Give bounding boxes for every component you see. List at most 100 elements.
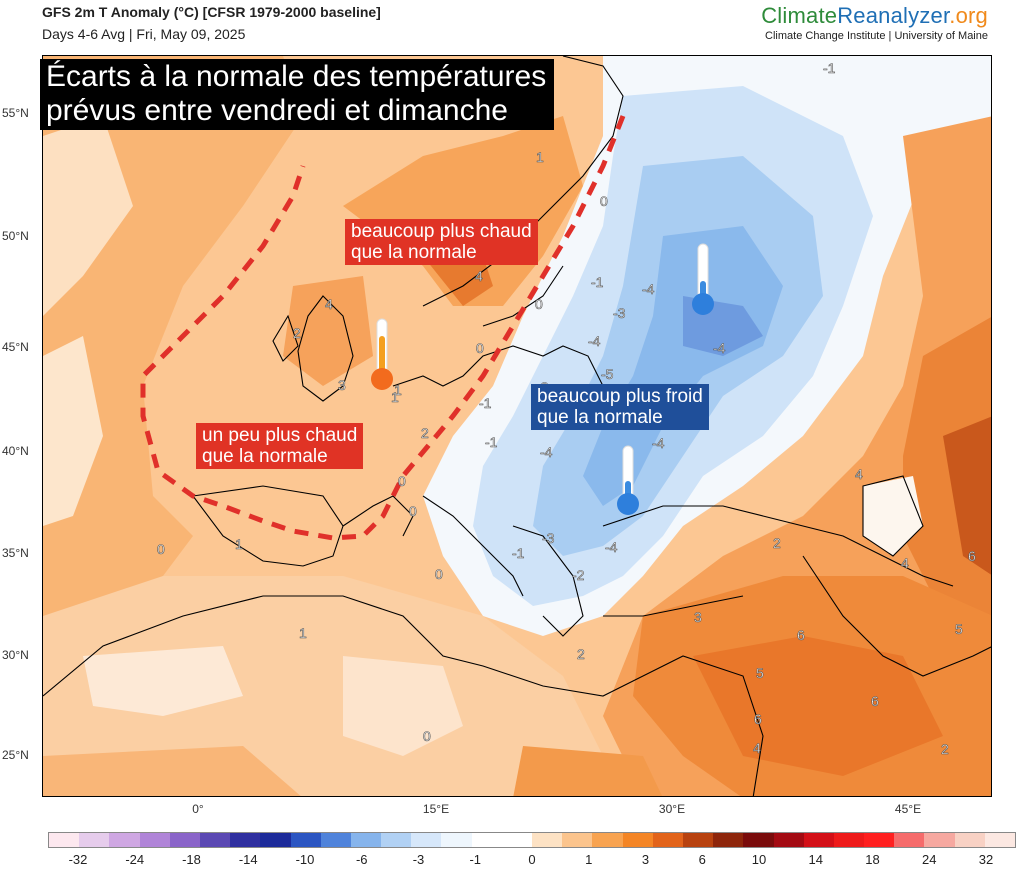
colorbar-tick-label: -14: [238, 852, 258, 867]
colorbar: [48, 832, 1016, 848]
lat-label: 55°N: [2, 106, 29, 120]
colorbar-swatch: [773, 833, 804, 847]
chart-title: GFS 2m T Anomaly (°C) [CFSR 1979-2000 ba…: [42, 4, 381, 20]
contour-label: -1: [479, 395, 492, 411]
colorbar-swatch: [381, 833, 412, 847]
contour-label: 1: [391, 389, 399, 405]
colorbar-tick-label: -18: [182, 852, 201, 867]
thermometer-warm-icon: [371, 318, 393, 390]
chart-subtitle: Days 4-6 Avg | Fri, May 09, 2025: [42, 26, 246, 42]
headline-line-1: Écarts à la normale des températures: [46, 60, 547, 93]
lon-label: 0°: [192, 802, 204, 816]
contour-labels: -110423410-4-3-4-4-5-1-3-1-4-410200-1-1-…: [157, 60, 977, 758]
contour-label: 0: [435, 566, 443, 582]
colorbar-swatch: [803, 833, 834, 847]
lat-label: 45°N: [2, 340, 29, 354]
colorbar-swatch: [350, 833, 382, 847]
colorbar-swatch: [109, 833, 140, 847]
anomaly-map-svg: -110423410-4-3-4-4-5-1-3-1-4-410200-1-1-…: [43, 56, 991, 796]
colorbar-tick-label: 1: [585, 852, 593, 867]
contour-label: -4: [713, 340, 726, 356]
colorbar-swatch: [894, 833, 925, 847]
contour-label: 0: [423, 728, 431, 744]
thermometer-cold-icon: [692, 243, 714, 315]
colorbar-swatch: [79, 833, 110, 847]
brand-logo: ClimateReanalyzer.org: [761, 3, 988, 28]
colorbar-swatch: [592, 833, 623, 847]
colorbar-swatch: [320, 833, 351, 847]
colorbar-swatch: [501, 833, 532, 847]
lon-label: 30°E: [658, 802, 686, 816]
contour-label: 0: [535, 296, 543, 312]
contour-label: 6: [754, 711, 762, 727]
contour-label: 0: [600, 193, 608, 209]
colorbar-swatch: [260, 833, 291, 847]
colorbar-swatch: [984, 833, 1015, 847]
colorbar-swatch: [230, 833, 261, 847]
thermometer-cold-icon: [617, 445, 639, 515]
contour-label: 2: [421, 425, 429, 441]
colorbar-tick-label: 6: [698, 852, 706, 867]
brand-institution: Climate Change Institute | University of…: [765, 30, 988, 42]
colorbar-swatch: [954, 833, 985, 847]
contour-label: 2: [293, 325, 301, 341]
colorbar-tick-label: -32: [68, 852, 88, 867]
colorbar-swatch: [622, 833, 653, 847]
lat-label: 35°N: [2, 546, 29, 560]
colorbar-tick-label: -1: [469, 852, 482, 867]
lon-label: 45°E: [894, 802, 922, 816]
contour-label: 1: [394, 382, 402, 398]
colorbar-swatch: [532, 833, 563, 847]
colorbar-swatch: [169, 833, 200, 847]
contour-label: 0: [409, 503, 417, 519]
label-much-warmer: beaucoup plus chaud que la normale: [345, 219, 538, 265]
contour-label: 0: [157, 541, 165, 557]
contour-label: -3: [542, 530, 555, 546]
colorbar-swatch: [713, 833, 744, 847]
colorbar-swatch: [290, 833, 321, 847]
contour-label: 3: [694, 609, 702, 625]
colorbar-tick-label: -24: [125, 852, 145, 867]
contour-label: 4: [475, 268, 483, 284]
colorbar-tick-label: -10: [295, 852, 315, 867]
colorbar-swatch: [441, 833, 472, 847]
contour-label: 4: [753, 740, 761, 756]
colorbar-tick-label: 0: [528, 852, 536, 867]
contour-label: 4: [901, 555, 909, 571]
contour-label: 4: [855, 466, 863, 482]
contour-label: 0: [398, 473, 406, 489]
colorbar-swatch: [199, 833, 231, 847]
contour-label: -2: [572, 567, 585, 583]
colorbar-swatch: [743, 833, 774, 847]
contour-label: 2: [941, 741, 949, 757]
contour-label: -4: [588, 333, 601, 349]
colorbar-swatch: [864, 833, 895, 847]
contour-label: 6: [968, 548, 976, 564]
contour-label: -1: [512, 545, 525, 561]
contour-label: 1: [235, 536, 243, 552]
colorbar-tick-label: -6: [355, 852, 368, 867]
contour-label: -4: [605, 539, 618, 555]
anomaly-map: -110423410-4-3-4-4-5-1-3-1-4-410200-1-1-…: [42, 55, 992, 797]
lat-label: 40°N: [2, 444, 29, 458]
contour-label: 2: [773, 535, 781, 551]
colorbar-tick-label: 18: [865, 852, 880, 867]
contour-label: -5: [601, 366, 614, 382]
contour-label: 5: [756, 665, 764, 681]
label-much-colder: beaucoup plus froid que la normale: [531, 384, 709, 430]
colorbar-tick-label: 3: [641, 852, 650, 867]
colorbar-swatch: [411, 833, 442, 847]
lat-label: 30°N: [2, 648, 29, 662]
colorbar-tick-label: 14: [808, 852, 823, 867]
contour-label: 3: [338, 377, 346, 393]
contour-label: -4: [642, 281, 655, 297]
colorbar-swatch: [924, 833, 955, 847]
brand-block: ClimateReanalyzer.org Climate Change Ins…: [761, 3, 988, 42]
colorbar-swatch: [139, 833, 170, 847]
contour-label: 4: [325, 296, 333, 312]
colorbar-swatch: [562, 833, 593, 847]
headline-line-2: prévus entre vendredi et dimanche: [46, 94, 508, 127]
contour-label: -1: [823, 60, 836, 76]
colorbar-swatch: [471, 833, 502, 847]
lon-label: 15°E: [422, 802, 450, 816]
